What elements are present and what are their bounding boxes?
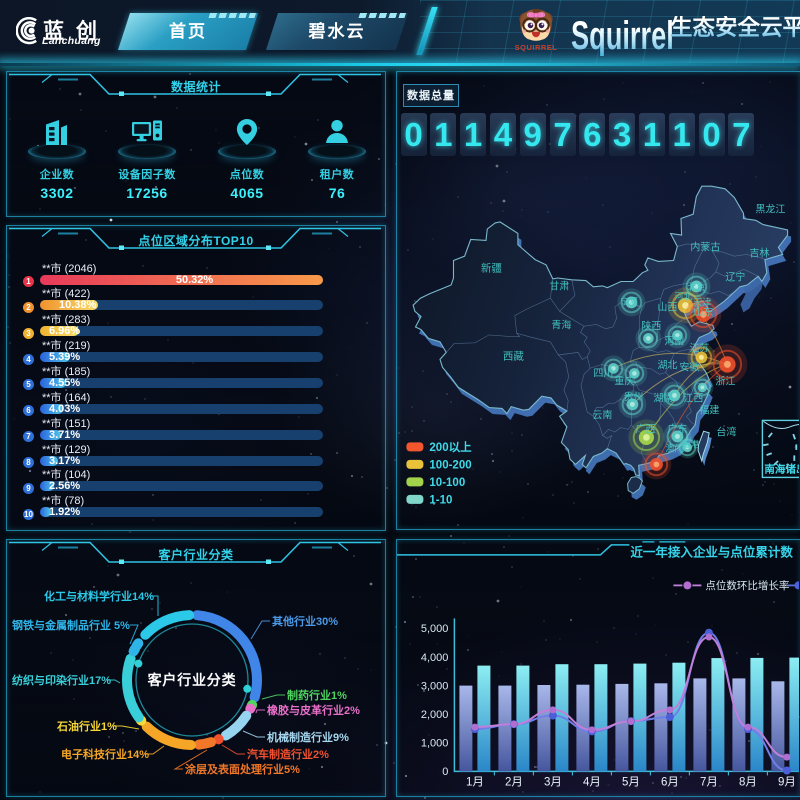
svg-text:钢铁与金属制品行业 5%: 钢铁与金属制品行业 5% [12, 618, 130, 632]
svg-text:吉林: 吉林 [749, 246, 769, 259]
svg-text:化工与材料学行业14%: 化工与材料学行业14% [44, 589, 154, 603]
svg-text:河南: 河南 [664, 334, 684, 347]
svg-text:10-100: 10-100 [429, 477, 465, 489]
svg-text:2,000: 2,000 [421, 709, 449, 721]
svg-text:涂层及表面处理行业5%: 涂层及表面处理行业5% [185, 762, 300, 776]
svg-text:石油行业1%: 石油行业1% [56, 719, 117, 733]
svg-text:辽宁: 辽宁 [725, 270, 745, 283]
svg-text:广西: 广西 [635, 423, 655, 435]
svg-text:青海: 青海 [551, 318, 571, 331]
svg-text:1,000: 1,000 [421, 738, 449, 750]
svg-text:黑龙江: 黑龙江 [755, 202, 785, 215]
svg-text:广东: 广东 [667, 422, 687, 435]
svg-text:山西: 山西 [657, 301, 677, 313]
svg-text:浙江: 浙江 [715, 375, 735, 387]
svg-text:1月: 1月 [466, 776, 484, 788]
svg-text:2月: 2月 [505, 776, 523, 788]
svg-text:江西: 江西 [683, 392, 703, 404]
svg-text:新疆: 新疆 [481, 261, 502, 274]
svg-text:0: 0 [442, 766, 448, 778]
svg-text:福建: 福建 [699, 403, 719, 416]
svg-text:机械制造行业9%: 机械制造行业9% [267, 730, 349, 744]
svg-text:山东: 山东 [693, 305, 713, 318]
svg-text:制药行业1%: 制药行业1% [287, 688, 347, 702]
svg-text:香港: 香港 [681, 438, 699, 449]
svg-text:9月: 9月 [778, 776, 796, 788]
svg-text:3,000: 3,000 [421, 680, 449, 692]
svg-text:江苏: 江苏 [689, 341, 709, 354]
svg-text:西藏: 西藏 [503, 350, 524, 362]
svg-text:纺织与印染行业17%: 纺织与印染行业17% [12, 673, 111, 687]
svg-text:安徽: 安徽 [679, 360, 699, 373]
svg-text:澳门: 澳门 [665, 442, 683, 453]
svg-text:1-10: 1-10 [429, 494, 452, 506]
svg-text:橡胶与皮革行业2%: 橡胶与皮革行业2% [267, 703, 360, 717]
svg-text:陕西: 陕西 [641, 319, 661, 332]
svg-text:甘肃: 甘肃 [549, 279, 569, 292]
svg-text:宁夏: 宁夏 [620, 295, 638, 306]
svg-text:点位数环比增长率: 点位数环比增长率 [705, 579, 789, 592]
svg-text:河北: 河北 [674, 290, 692, 301]
svg-text:北京: 北京 [687, 281, 705, 292]
svg-text:电子科技行业14%: 电子科技行业14% [61, 747, 149, 761]
svg-text:4月: 4月 [583, 776, 601, 788]
svg-text:100-200: 100-200 [429, 459, 471, 471]
svg-text:台湾: 台湾 [716, 425, 736, 438]
svg-text:汽车制造行业2%: 汽车制造行业2% [247, 747, 329, 761]
svg-text:四川: 四川 [593, 368, 613, 379]
svg-text:5月: 5月 [622, 776, 640, 788]
svg-text:湖北: 湖北 [657, 359, 677, 371]
svg-text:客户行业分类: 客户行业分类 [147, 672, 237, 688]
svg-text:内蒙古: 内蒙古 [690, 240, 720, 253]
svg-text:4,000: 4,000 [421, 652, 449, 664]
svg-text:南海诸岛: 南海诸岛 [764, 462, 799, 475]
svg-text:贵州: 贵州 [623, 390, 643, 403]
svg-text:其他行业30%: 其他行业30% [272, 614, 338, 628]
svg-text:200以上: 200以上 [429, 440, 472, 454]
svg-text:天津: 天津 [693, 297, 711, 307]
svg-text:3月: 3月 [544, 776, 562, 788]
svg-text:7月: 7月 [700, 776, 718, 788]
svg-text:5,000: 5,000 [421, 623, 449, 635]
svg-text:云南: 云南 [592, 408, 612, 421]
svg-text:重庆: 重庆 [614, 374, 634, 387]
svg-text:湖南: 湖南 [653, 391, 673, 404]
svg-text:8月: 8月 [739, 776, 757, 788]
svg-text:近一年接入企业与点位累计数: 近一年接入企业与点位累计数 [630, 544, 793, 559]
svg-text:6月: 6月 [661, 776, 679, 788]
